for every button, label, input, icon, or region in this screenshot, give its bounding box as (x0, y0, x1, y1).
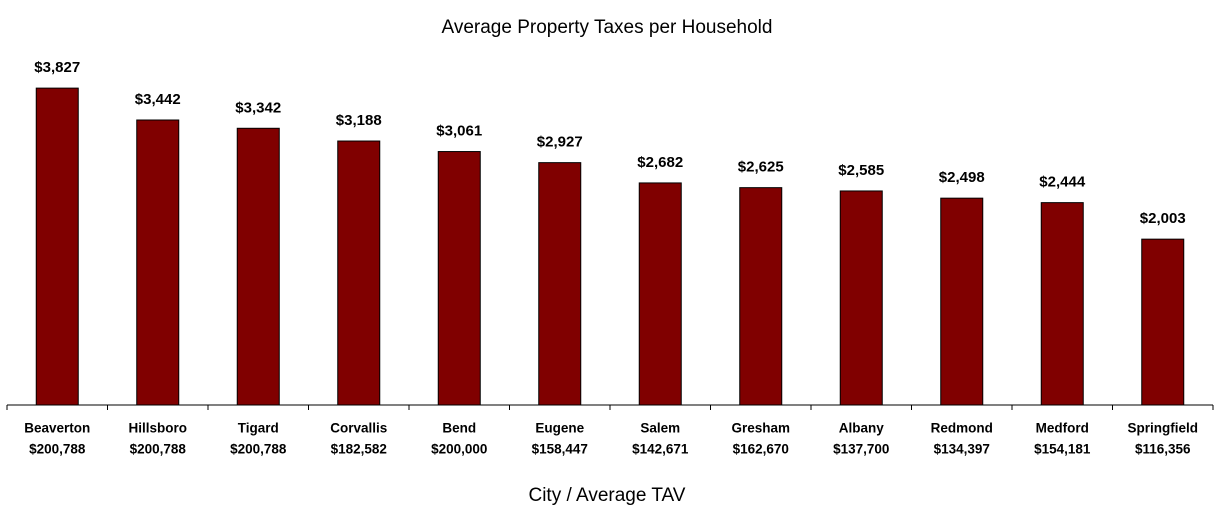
x-tick-label: Corvallis (330, 421, 387, 436)
value-label: $3,827 (34, 59, 80, 76)
x-tick-label: Redmond (931, 421, 993, 436)
x-axis-title: City / Average TAV (528, 485, 685, 506)
bar (638, 182, 682, 406)
bar (1040, 202, 1084, 406)
bar (538, 162, 582, 406)
x-tick-label: Albany (839, 421, 885, 436)
x-tick-sublabel: $142,671 (632, 442, 689, 457)
bar (437, 151, 481, 406)
x-tick-label: Gresham (731, 421, 790, 436)
x-tick-label: Tigard (238, 421, 279, 436)
x-tick-label: Salem (640, 421, 680, 436)
x-tick-label: Hillsboro (128, 421, 187, 436)
x-tick-sublabel: $200,788 (230, 442, 287, 457)
value-label: $2,585 (838, 162, 884, 179)
x-tick-sublabel: $158,447 (532, 442, 588, 457)
value-label: $2,682 (637, 154, 683, 171)
value-label: $2,444 (1039, 174, 1086, 191)
x-tick-label: Medford (1036, 421, 1089, 436)
value-label: $3,342 (235, 99, 281, 116)
value-label: $3,188 (336, 112, 382, 129)
bar (940, 197, 984, 406)
x-tick-sublabel: $162,670 (733, 442, 789, 457)
chart-title: Average Property Taxes per Household (442, 17, 773, 38)
value-label: $3,061 (436, 123, 482, 140)
bar (1141, 238, 1185, 406)
bar (236, 127, 280, 406)
value-label: $3,442 (135, 91, 181, 108)
bar (35, 87, 79, 406)
x-tick-sublabel: $116,356 (1135, 442, 1191, 457)
x-tick-sublabel: $134,397 (934, 442, 990, 457)
x-tick-sublabel: $154,181 (1034, 442, 1091, 457)
bar (337, 140, 381, 406)
x-tick-sublabel: $200,000 (431, 442, 487, 457)
x-tick-sublabel: $200,788 (29, 442, 86, 457)
bar (839, 190, 883, 406)
x-tick-sublabel: $182,582 (331, 442, 387, 457)
x-tick-sublabel: $137,700 (833, 442, 889, 457)
bar (136, 119, 180, 406)
value-label: $2,625 (738, 159, 784, 176)
x-tick-label: Springfield (1128, 421, 1199, 436)
x-tick-label: Beaverton (24, 421, 90, 436)
value-label: $2,927 (537, 134, 583, 151)
value-label: $2,498 (939, 169, 985, 186)
x-tick-label: Bend (442, 421, 476, 436)
x-tick-sublabel: $200,788 (130, 442, 187, 457)
value-label: $2,003 (1140, 210, 1186, 227)
x-tick-label: Eugene (535, 421, 584, 436)
bar (739, 187, 783, 406)
